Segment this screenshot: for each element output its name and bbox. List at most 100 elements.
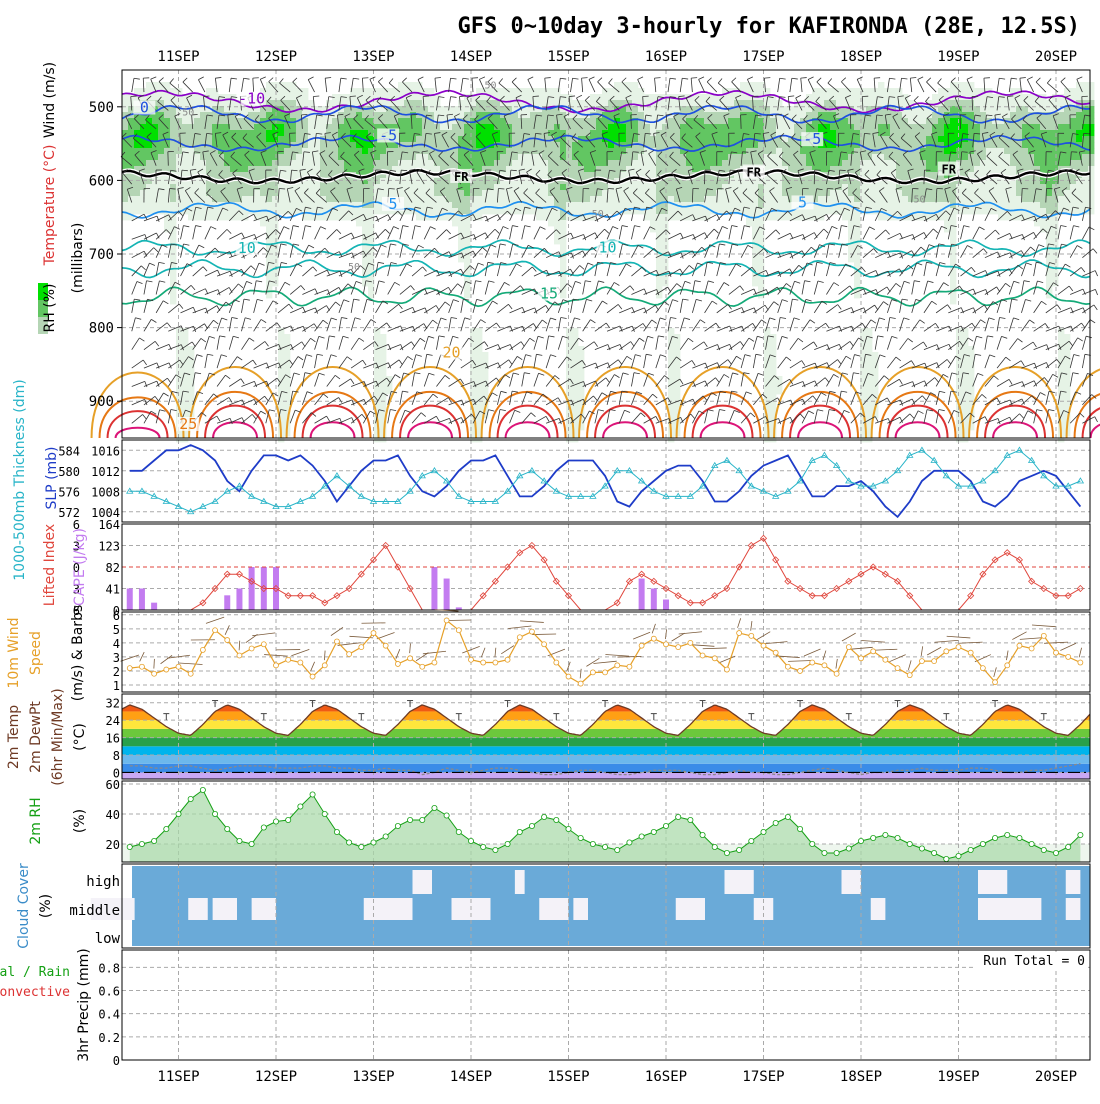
rh-cell (506, 88, 512, 94)
rh-cell (650, 220, 656, 226)
rh-cell (686, 208, 692, 214)
rh-cell (584, 142, 590, 148)
rh-cell (560, 112, 566, 118)
rh-cell (536, 124, 542, 130)
rh-cell (752, 250, 758, 256)
rh-cell (164, 196, 170, 202)
rh-cell (572, 166, 578, 172)
rh-cell (206, 136, 212, 142)
rh-cell (242, 166, 248, 172)
rh-cell (848, 178, 854, 184)
rh-cell (356, 208, 362, 214)
rh-cell (728, 202, 734, 208)
rh-cell (560, 142, 566, 148)
rh-cell (866, 388, 872, 394)
rh-cell (158, 142, 164, 148)
rh-cell (560, 220, 566, 226)
rh-cell (1064, 202, 1070, 208)
rh-cell (866, 382, 872, 388)
rh-cell (668, 178, 674, 184)
rh-cell (182, 382, 188, 388)
rh-cell (362, 148, 368, 154)
rh-cell (464, 238, 470, 244)
rh-cell (812, 154, 818, 160)
rh-cell (206, 124, 212, 130)
rh-cell (1034, 160, 1040, 166)
rh-cell (608, 196, 614, 202)
rh-cell (464, 292, 470, 298)
rh-cell (428, 88, 434, 94)
rh-cell (1004, 202, 1010, 208)
rh-cell (902, 172, 908, 178)
rh-cell (746, 142, 752, 148)
rh-cell (254, 166, 260, 172)
rh-cell (236, 214, 242, 220)
rh-cell (620, 124, 626, 130)
rh-cell (218, 124, 224, 130)
rh-cell (962, 100, 968, 106)
rh-cell (404, 124, 410, 130)
rh-cell (1022, 184, 1028, 190)
wind-barb-flag (313, 96, 319, 97)
rh-cell (134, 208, 140, 214)
rh-cell (572, 208, 578, 214)
rh-cell (1028, 190, 1034, 196)
rh-cell (278, 352, 284, 358)
rh-cell (284, 202, 290, 208)
rh-cell (278, 88, 284, 94)
rh-cell (1064, 118, 1070, 124)
rh-cell (596, 160, 602, 166)
rh-cell (878, 202, 884, 208)
rh-cell (260, 184, 266, 190)
rh-cell (458, 130, 464, 136)
rh-cell (254, 172, 260, 178)
rh-cell (284, 382, 290, 388)
rh-cell (398, 184, 404, 190)
rh-cell (500, 196, 506, 202)
rh-cell (638, 196, 644, 202)
rh-cell (1088, 118, 1094, 124)
rh-cell (320, 202, 326, 208)
rh-cell (494, 208, 500, 214)
rh-cell (1064, 346, 1070, 352)
rh-cell (638, 184, 644, 190)
rh-cell (584, 190, 590, 196)
rh-cell (890, 154, 896, 160)
rh-cell (278, 166, 284, 172)
rh-cell (476, 334, 482, 340)
rh-cell (374, 208, 380, 214)
rh-cell (938, 136, 944, 142)
rh-cell (674, 382, 680, 388)
rh-cell (680, 160, 686, 166)
rh-cell (614, 154, 620, 160)
rh-cell (464, 154, 470, 160)
rh-cell (164, 160, 170, 166)
rh-cell (350, 190, 356, 196)
rh-cell (926, 130, 932, 136)
rh-cell (824, 88, 830, 94)
rh-cell (146, 160, 152, 166)
rh-cell (206, 166, 212, 172)
rh-cell (212, 190, 218, 196)
rh-cell (854, 94, 860, 100)
rh-cell (188, 94, 194, 100)
rh-cell (1088, 148, 1094, 154)
rh-cell (938, 202, 944, 208)
rh-cell (992, 178, 998, 184)
rh-cell (656, 166, 662, 172)
rh-cell (626, 184, 632, 190)
rh-cell (908, 130, 914, 136)
rh-cell (824, 208, 830, 214)
rh-cell (1076, 202, 1082, 208)
rh-cell (440, 202, 446, 208)
rh-cell (998, 196, 1004, 202)
rh-cell (584, 124, 590, 130)
rh-cell (998, 100, 1004, 106)
rh-cell (242, 190, 248, 196)
rh-cell (1046, 256, 1052, 262)
rh-cell (812, 112, 818, 118)
rh-cell (206, 118, 212, 124)
rh-cell (362, 94, 368, 100)
rh-cell (992, 160, 998, 166)
rh-cell (878, 166, 884, 172)
